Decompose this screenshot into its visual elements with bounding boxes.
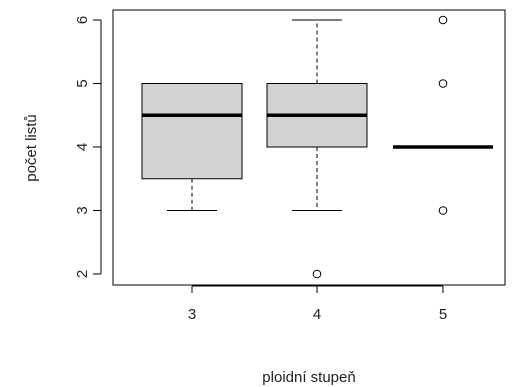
x-tick-label: 3 (188, 306, 196, 323)
outlier-point (312, 269, 322, 279)
y-tick-label: 2 (74, 270, 91, 278)
y-tick-label: 5 (74, 79, 91, 87)
box-group-4 (266, 19, 368, 279)
y-tick-label: 6 (74, 16, 91, 24)
box-group-3 (141, 83, 243, 211)
iqr-box (141, 83, 243, 180)
x-axis-title: ploidní stupeň (262, 369, 355, 386)
x-tick-label: 4 (313, 306, 321, 323)
outlier-point (438, 15, 448, 25)
box-group-5 (393, 15, 493, 215)
y-axis: 2 3 4 5 6 (74, 16, 102, 278)
outlier-point (438, 79, 448, 88)
y-tick-label: 3 (74, 206, 91, 214)
x-axis: 3 4 5 (188, 285, 447, 323)
y-axis-title: počet listů (23, 114, 40, 182)
boxes-layer (141, 15, 493, 279)
y-tick-label: 4 (74, 143, 91, 151)
outlier-point (438, 206, 448, 215)
plot-frame (112, 9, 506, 286)
x-tick-label: 5 (439, 306, 447, 323)
